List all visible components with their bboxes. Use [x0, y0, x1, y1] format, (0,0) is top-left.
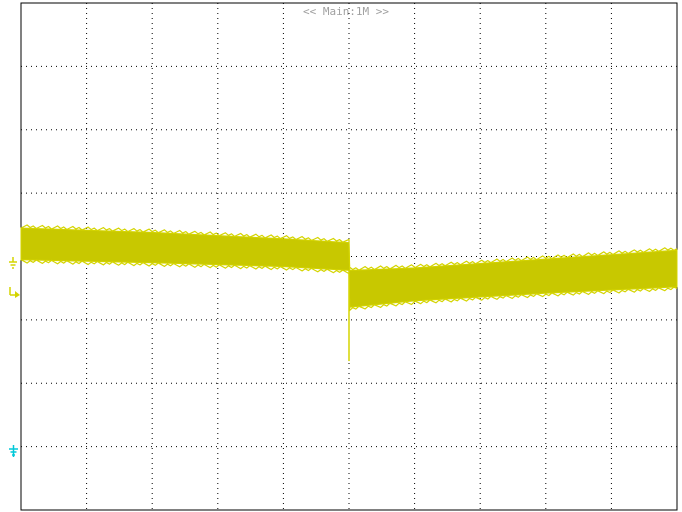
trace-layer [20, 224, 678, 362]
trigger-level-icon[interactable] [9, 287, 20, 298]
timebase-header: << Main:1M >> [303, 5, 389, 18]
ch2-ground-icon[interactable] [9, 445, 18, 457]
signal-trace-upper-edge [20, 224, 678, 271]
ch1-ground-icon[interactable] [9, 257, 17, 269]
